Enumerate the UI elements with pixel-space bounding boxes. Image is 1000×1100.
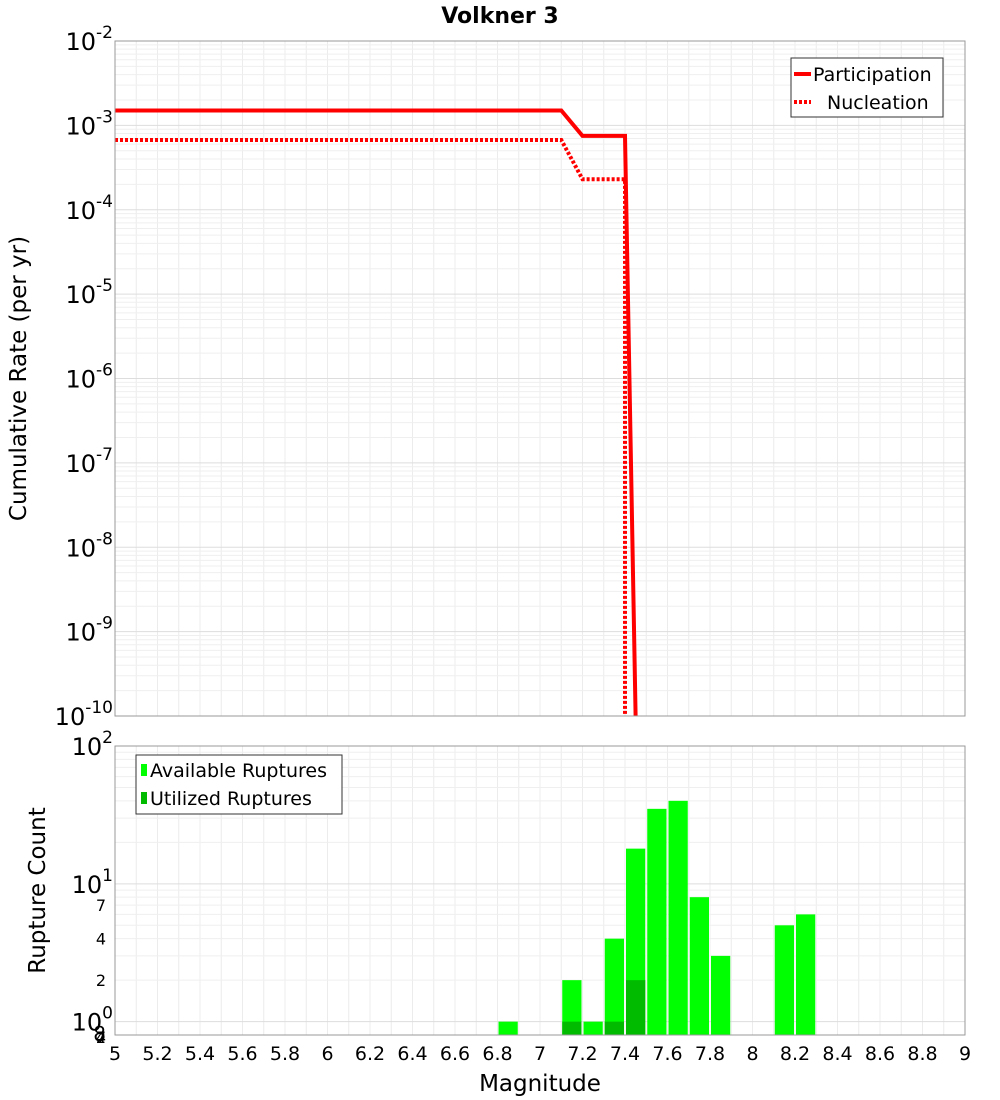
legend-swatch-utilized bbox=[141, 792, 147, 804]
available-bar bbox=[604, 938, 624, 1035]
top-y-tick-label: 10-9 bbox=[66, 614, 114, 647]
bottom-legend bbox=[135, 754, 343, 815]
x-tick-label: 7.6 bbox=[652, 1043, 682, 1065]
available-bar bbox=[774, 925, 794, 1035]
top-y-tick-label: 10-2 bbox=[66, 23, 114, 56]
x-tick-label: 5.6 bbox=[227, 1043, 257, 1065]
x-tick-label: 8.8 bbox=[907, 1043, 937, 1065]
top-y-axis-label: Cumulative Rate (per yr) bbox=[6, 236, 32, 521]
available-bar bbox=[711, 955, 731, 1035]
x-tick-label: 7.8 bbox=[695, 1043, 725, 1065]
chart-title: Volkner 3 bbox=[441, 4, 559, 29]
bottom-y-major-tick-label: 101 bbox=[72, 866, 113, 899]
bottom-y-minor-tick-label: 2 bbox=[96, 971, 106, 990]
bottom-y-minor-tick-label: 4 bbox=[96, 930, 106, 949]
available-bar bbox=[668, 800, 688, 1035]
x-tick-label: 8.4 bbox=[822, 1043, 852, 1065]
nucleation-line bbox=[115, 138, 627, 716]
x-tick-label: 6.4 bbox=[397, 1043, 427, 1065]
top-y-tick-label: 10-4 bbox=[66, 192, 114, 225]
x-tick-label: 7.4 bbox=[610, 1043, 640, 1065]
available-bar bbox=[562, 980, 582, 1035]
x-tick-label: 6.2 bbox=[355, 1043, 385, 1065]
x-tick-label: 6.8 bbox=[482, 1043, 512, 1065]
x-tick-label: 5.4 bbox=[185, 1043, 215, 1065]
legend-swatch-available bbox=[141, 764, 147, 776]
legend-label-participation: Participation bbox=[813, 64, 932, 86]
bottom-y-minor-tick-label: 7 bbox=[96, 1028, 106, 1047]
bottom-y-axis-label: Rupture Count bbox=[25, 807, 51, 973]
utilized-bar bbox=[626, 980, 646, 1035]
legend-label-nucleation: Nucleation bbox=[827, 92, 929, 114]
x-tick-label: 5.2 bbox=[142, 1043, 172, 1065]
x-tick-label: 8 bbox=[746, 1043, 758, 1065]
legend-label-utilized: Utilized Ruptures bbox=[150, 788, 312, 810]
bottom-y-major-tick-label: 100 bbox=[72, 1004, 113, 1037]
x-tick-label: 7 bbox=[534, 1043, 546, 1065]
top-y-tick-label: 10-8 bbox=[66, 529, 114, 562]
available-bar bbox=[498, 1021, 518, 1035]
available-bar bbox=[796, 914, 816, 1035]
utilized-ruptures-bars bbox=[562, 980, 646, 1035]
bottom-y-minor-tick-label: 2 bbox=[96, 1028, 106, 1047]
legend-label-available: Available Ruptures bbox=[150, 760, 327, 782]
top-y-tick-label: 10-5 bbox=[66, 276, 114, 309]
bottom-y-minor-tick-label: 8 bbox=[93, 1022, 106, 1046]
top-y-tick-label: 10-6 bbox=[66, 361, 114, 394]
x-tick-label: 9 bbox=[959, 1043, 971, 1065]
x-tick-label: 8.6 bbox=[865, 1043, 895, 1065]
participation-line bbox=[115, 108, 638, 717]
x-tick-label: 6.6 bbox=[440, 1043, 470, 1065]
top-y-tick-label: 10-7 bbox=[66, 445, 114, 478]
available-bar bbox=[647, 808, 667, 1035]
utilized-bar bbox=[604, 1021, 624, 1035]
top-gridlines bbox=[114, 41, 966, 717]
available-bar bbox=[583, 1021, 603, 1035]
top-plot-border bbox=[114, 40, 966, 717]
top-legend bbox=[790, 57, 944, 118]
x-tick-label: 6 bbox=[321, 1043, 333, 1065]
bottom-y-minor-tick-label: 4 bbox=[96, 1028, 106, 1047]
x-tick-label: 5 bbox=[109, 1043, 121, 1065]
x-tick-label: 7.2 bbox=[567, 1043, 597, 1065]
x-tick-label: 5.8 bbox=[270, 1043, 300, 1065]
available-bar bbox=[689, 897, 709, 1035]
bottom-plot-border bbox=[114, 745, 966, 1036]
utilized-bar bbox=[562, 1021, 582, 1035]
x-axis-label: Magnitude bbox=[479, 1071, 601, 1097]
bottom-y-major-tick-label: 102 bbox=[72, 728, 113, 761]
bottom-y-minor-tick-label: 7 bbox=[96, 896, 106, 915]
top-y-tick-label: 10-10 bbox=[55, 698, 113, 731]
top-y-tick-label: 10-3 bbox=[66, 107, 114, 140]
x-tick-label: 8.2 bbox=[780, 1043, 810, 1065]
